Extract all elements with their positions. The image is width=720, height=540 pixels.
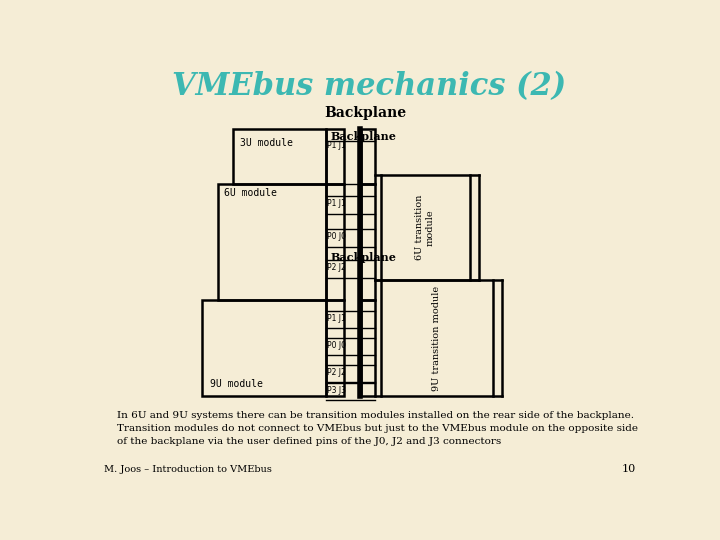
Bar xyxy=(218,184,326,300)
Text: M. Joos – Introduction to VMEbus: M. Joos – Introduction to VMEbus xyxy=(104,464,272,474)
Bar xyxy=(202,300,326,396)
Text: 3U module: 3U module xyxy=(240,138,292,147)
Text: P0 J0: P0 J0 xyxy=(327,341,346,350)
Text: P2 J2: P2 J2 xyxy=(327,368,346,377)
Bar xyxy=(381,175,469,280)
Text: In 6U and 9U systems there can be transition modules installed on the rear side : In 6U and 9U systems there can be transi… xyxy=(117,411,638,446)
Text: 6U module: 6U module xyxy=(224,188,277,198)
Bar xyxy=(326,300,344,396)
Text: 10: 10 xyxy=(622,464,636,474)
Bar xyxy=(361,184,375,300)
Bar xyxy=(326,129,344,184)
Text: P3 J3: P3 J3 xyxy=(327,386,346,395)
Text: 9U transition module: 9U transition module xyxy=(432,286,441,391)
Text: P1 J1: P1 J1 xyxy=(327,141,346,150)
Bar xyxy=(326,184,344,300)
Bar xyxy=(361,300,375,396)
Bar xyxy=(381,280,493,396)
Text: Backplane: Backplane xyxy=(330,252,396,263)
Text: VMEbus mechanics (2): VMEbus mechanics (2) xyxy=(172,71,566,102)
Text: Backplane: Backplane xyxy=(330,131,396,142)
Bar xyxy=(233,129,326,184)
Text: Backplane: Backplane xyxy=(324,105,406,119)
Text: P1 J1: P1 J1 xyxy=(327,199,346,208)
Bar xyxy=(361,129,375,184)
Text: P1 J1: P1 J1 xyxy=(327,314,346,323)
Text: P2 J2: P2 J2 xyxy=(327,263,346,272)
Text: P0 J0: P0 J0 xyxy=(327,232,346,241)
Text: 6U transition
module: 6U transition module xyxy=(415,195,435,260)
Text: 9U module: 9U module xyxy=(210,379,263,389)
